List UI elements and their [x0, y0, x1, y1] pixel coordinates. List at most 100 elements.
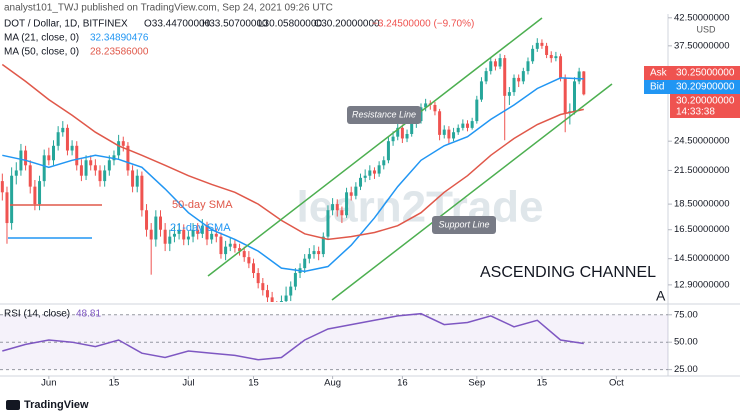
candle-body: [354, 186, 358, 196]
main-plot: [0, 38, 586, 302]
candle-body: [219, 236, 223, 255]
x-tick-label: 15: [109, 378, 120, 389]
candle-body: [75, 145, 79, 166]
candle-body: [521, 71, 525, 82]
candle-body: [559, 56, 563, 78]
last-tag: [670, 94, 740, 118]
candle-body: [5, 192, 9, 224]
candle-body: [484, 71, 488, 82]
open-label: O33.44700000: [144, 19, 211, 30]
candle-body: [438, 111, 442, 135]
candle-body: [145, 210, 149, 230]
countdown: 14:33:38: [676, 107, 715, 118]
candle-body: [582, 71, 586, 95]
candle-body: [51, 145, 55, 161]
candle-body: [359, 177, 363, 187]
symbol-title: DOT / Dollar, 1D, BITFINEX: [4, 19, 128, 30]
candle-body: [307, 254, 311, 259]
candle-body: [252, 263, 256, 274]
x-tick-label: Aug: [324, 378, 341, 389]
candle-body: [470, 121, 474, 128]
candle-body: [289, 286, 293, 296]
candle-body: [233, 243, 237, 249]
candle-body: [512, 77, 516, 93]
candle-body: [107, 160, 111, 171]
candle-body: [24, 150, 28, 166]
y-tick-label: 16.50000000: [674, 224, 729, 235]
candle-body: [0, 181, 4, 193]
x-tick-label: 15: [248, 378, 259, 389]
candle-body: [177, 229, 181, 234]
bid-tag: [644, 80, 740, 94]
candle-body: [261, 283, 265, 291]
last-value: 30.20000000: [676, 96, 735, 107]
candle-body: [554, 56, 558, 59]
candle-body: [577, 71, 581, 82]
candle-body: [386, 141, 390, 161]
candle-body: [433, 104, 437, 112]
y-tick-label: 42.50000000: [674, 12, 729, 23]
y-tick-label: 25.00: [674, 364, 698, 375]
candle-body: [279, 301, 283, 302]
candle-body: [158, 216, 162, 230]
y-tick-label: 24.50000000: [674, 136, 729, 147]
x-tick-label: Jun: [41, 378, 56, 389]
candle-body: [56, 132, 60, 146]
candle-body: [172, 233, 176, 237]
candle-body: [377, 165, 381, 174]
candle-body: [507, 92, 511, 96]
x-tick-label: Oct: [609, 378, 624, 389]
support-label: Support Line: [438, 219, 489, 229]
candle-body: [168, 236, 172, 244]
candle-body: [517, 77, 521, 82]
close-label: C30.20000000: [314, 19, 380, 30]
candle-body: [545, 45, 549, 55]
candle-body: [205, 225, 209, 240]
y-tick-label: 12.90000000: [674, 279, 729, 290]
ma50-legend: MA (50, close, 0): [4, 47, 79, 58]
candle-body: [372, 170, 376, 174]
candle-body: [410, 123, 414, 134]
rsi-band: [0, 314, 668, 370]
candle-body: [549, 54, 553, 59]
high-label: H33.50700000: [202, 19, 268, 30]
candle-body: [19, 150, 23, 171]
candle-body: [79, 165, 83, 176]
candle-body: [391, 136, 395, 142]
channel-label: ASCENDING CHANNEL: [480, 264, 656, 281]
candle-body: [349, 192, 353, 196]
candle-body: [135, 175, 139, 187]
candle-body: [424, 103, 428, 108]
publisher: analyst101_TWJ published on TradingView.…: [4, 3, 333, 14]
candle-body: [84, 160, 88, 176]
candle-body: [70, 145, 74, 151]
candle-body: [140, 175, 144, 211]
candle-body: [131, 170, 135, 187]
candle-body: [493, 61, 497, 67]
candle-body: [89, 160, 93, 166]
footer-logo[interactable]: TradingView: [24, 399, 89, 411]
candle-body: [265, 290, 269, 298]
x-tick-label: Jul: [182, 378, 194, 389]
support-box: [432, 216, 496, 234]
candle-body: [117, 141, 121, 156]
candle-body: [242, 251, 246, 258]
ma21-legend: MA (21, close, 0): [4, 33, 79, 44]
candle-body: [247, 257, 251, 264]
candle-body: [65, 127, 69, 151]
series-line: [1, 63, 584, 241]
candle-body: [442, 129, 446, 135]
candle-body: [498, 58, 502, 67]
candle-body: [461, 123, 465, 128]
candle-body: [210, 233, 214, 240]
candle-body: [47, 155, 51, 161]
candle-body: [368, 170, 372, 176]
candle-body: [317, 251, 321, 255]
rsi-legend: RSI (14, close): [4, 309, 70, 320]
candle-body: [335, 204, 339, 211]
candle-body: [466, 123, 470, 128]
x-tick-label: 16: [397, 378, 408, 389]
candle-body: [526, 61, 530, 72]
